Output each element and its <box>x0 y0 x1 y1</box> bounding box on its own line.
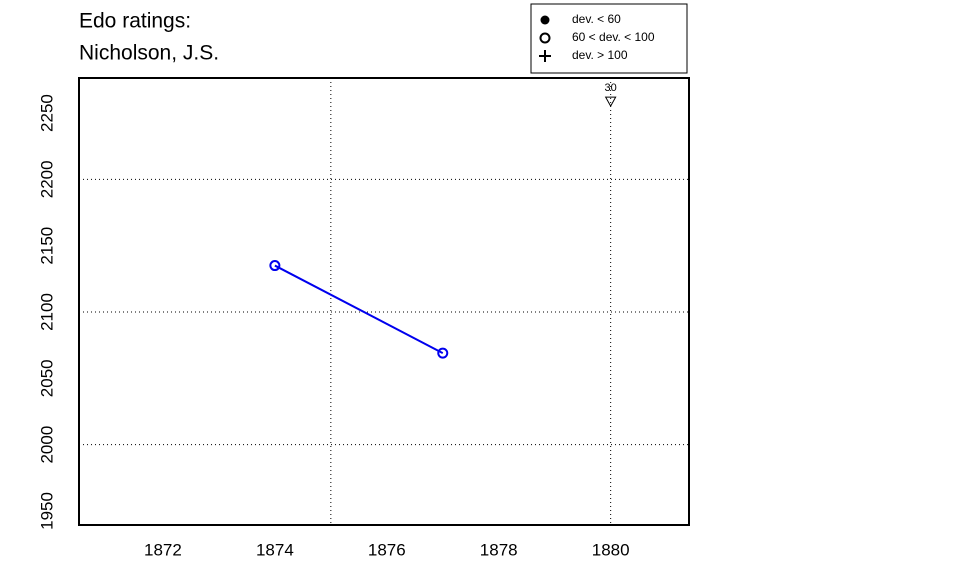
x-tick-label: 1880 <box>592 540 630 559</box>
legend-symbol <box>539 32 551 44</box>
x-tick-label: 1872 <box>144 540 182 559</box>
y-tick-label: 2200 <box>37 160 56 198</box>
legend-symbol <box>539 50 551 62</box>
annotation-marker <box>604 96 617 108</box>
y-tick-label: 2250 <box>37 94 56 132</box>
legend-label: dev. < 60 <box>572 12 621 26</box>
legend-label: 60 < dev. < 100 <box>572 30 655 44</box>
annotation-label: 30 <box>605 82 617 94</box>
x-tick-label: 1878 <box>480 540 518 559</box>
point <box>437 347 449 359</box>
title-line: Edo ratings: <box>79 10 191 33</box>
y-tick-label: 2100 <box>37 293 56 331</box>
y-tick-label: 2050 <box>37 359 56 397</box>
series-line <box>274 264 444 354</box>
y-tick-label: 2000 <box>37 426 56 464</box>
x-tick-label: 1876 <box>368 540 406 559</box>
title-line: Nicholson, J.S. <box>79 42 219 65</box>
y-tick-label: 1950 <box>37 492 56 530</box>
x-tick-label: 1874 <box>256 540 294 559</box>
y-tick-label: 2150 <box>37 227 56 265</box>
legend-label: dev. > 100 <box>572 48 628 62</box>
point <box>269 260 281 272</box>
legend-box <box>530 3 688 74</box>
plot-frame <box>78 77 690 526</box>
legend-symbol <box>540 15 550 25</box>
